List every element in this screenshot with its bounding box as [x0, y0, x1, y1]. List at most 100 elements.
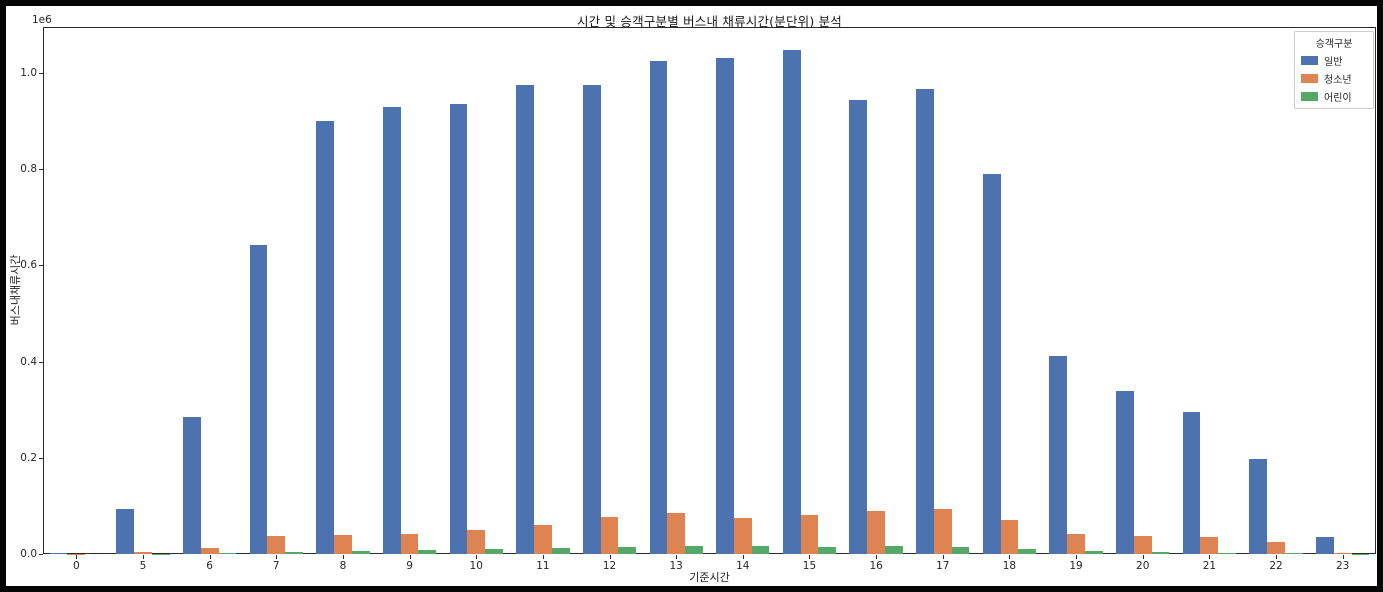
x-tick-mark [609, 555, 611, 559]
bar-청소년-16 [867, 511, 885, 554]
bar-청소년-10 [467, 529, 486, 554]
y-tick-label: 0.0 [20, 548, 37, 560]
bar-청소년-6 [200, 547, 219, 554]
x-tick-mark [1076, 555, 1078, 559]
bar-일반-7 [249, 244, 268, 554]
x-tick-mark [542, 555, 544, 559]
x-tick-label: 19 [1069, 560, 1083, 572]
bar-어린이-14 [751, 546, 770, 554]
bar-일반-17 [916, 88, 934, 554]
figure: 시간 및 승객구분별 버스내 채류시간(분단위) 분석 1e6 버스내채류시간 … [6, 6, 1377, 586]
bar-청소년-18 [1000, 520, 1019, 554]
legend-swatch-icon [1301, 56, 1318, 65]
x-tick-label: 17 [936, 560, 950, 572]
bar-청소년-17 [933, 508, 952, 554]
x-tick-mark [742, 555, 744, 559]
y-tick-label: 0.4 [20, 355, 37, 368]
bar-청소년-12 [600, 516, 619, 554]
bar-청소년-15 [800, 515, 819, 554]
bar-청소년-20 [1133, 536, 1152, 554]
y-tick-label: 0.8 [20, 163, 37, 176]
x-tick-mark [409, 555, 411, 559]
x-tick-label: 18 [1002, 560, 1017, 572]
x-tick-label: 5 [139, 560, 147, 572]
bar-청소년-8 [334, 535, 352, 554]
x-tick-label: 8 [339, 560, 347, 572]
bar-청소년-22 [1267, 541, 1285, 554]
x-tick-label: 0 [72, 560, 80, 572]
bar-일반-19 [1049, 355, 1068, 554]
legend-entry: 청소년 [1301, 71, 1367, 86]
x-tick-mark [1342, 555, 1344, 559]
bar-청소년-14 [733, 518, 752, 554]
bar-어린이-20 [1151, 552, 1170, 554]
bar-청소년-21 [1200, 537, 1219, 554]
x-tick-mark [476, 555, 478, 559]
x-tick-label: 15 [802, 560, 817, 572]
x-tick-mark [1142, 555, 1144, 559]
x-tick-mark [276, 555, 278, 559]
bar-어린이-12 [618, 547, 637, 554]
legend-label: 어린이 [1324, 93, 1352, 104]
x-tick-label: 16 [869, 560, 883, 572]
y-axis-offset-text: 1e6 [32, 14, 52, 26]
x-tick-label: 22 [1269, 560, 1283, 572]
bar-일반-9 [382, 106, 401, 554]
x-tick-label: 7 [272, 560, 280, 572]
bar-일반-6 [182, 417, 201, 554]
y-tick-mark [39, 361, 43, 363]
bar-일반-13 [649, 61, 668, 554]
legend-entry: 일반 [1301, 53, 1367, 68]
bar-청소년-7 [267, 536, 286, 554]
x-tick-label: 14 [736, 560, 750, 572]
x-tick-mark [942, 555, 944, 559]
x-tick-label: 21 [1202, 560, 1217, 572]
bar-일반-15 [782, 50, 801, 554]
bar-어린이-7 [285, 551, 303, 554]
y-tick-mark [39, 265, 43, 267]
chart-title: 시간 및 승객구분별 버스내 채류시간(분단위) 분석 [576, 14, 843, 29]
bar-어린이-16 [885, 546, 903, 554]
bar-일반-16 [849, 100, 868, 554]
y-tick-mark [39, 73, 43, 75]
bar-일반-21 [1182, 411, 1201, 554]
x-tick-label: 9 [406, 560, 413, 572]
plot-area [43, 27, 1376, 554]
y-tick-mark [39, 457, 43, 459]
legend-label: 청소년 [1324, 75, 1352, 86]
bar-어린이-9 [418, 550, 437, 554]
x-tick-mark [809, 555, 811, 559]
x-tick-label: 20 [1136, 560, 1150, 572]
bar-청소년-23 [1333, 552, 1352, 554]
bar-일반-5 [116, 509, 135, 554]
bar-어린이-8 [351, 550, 370, 554]
bar-청소년-9 [400, 533, 419, 554]
bar-어린이-21 [1218, 552, 1237, 554]
bar-일반-0 [49, 553, 68, 554]
bar-어린이-10 [485, 548, 503, 554]
bar-일반-22 [1249, 459, 1268, 554]
x-tick-mark [1209, 555, 1211, 559]
bar-일반-8 [316, 120, 335, 554]
bar-청소년-19 [1067, 534, 1085, 554]
x-tick-mark [342, 555, 344, 559]
x-tick-mark [676, 555, 678, 559]
bar-일반-11 [516, 85, 534, 554]
legend-swatch-icon [1301, 92, 1318, 101]
x-tick-label: 6 [206, 560, 213, 572]
bar-청소년-13 [667, 513, 686, 554]
legend-swatch-icon [1301, 74, 1318, 83]
y-tick-label: 0.2 [20, 451, 37, 464]
bar-어린이-11 [551, 548, 570, 554]
bar-일반-14 [716, 57, 734, 554]
y-tick-mark [39, 554, 43, 555]
bar-어린이-13 [685, 546, 703, 554]
x-tick-mark [1009, 555, 1011, 559]
x-tick-label: 12 [602, 560, 617, 572]
x-tick-label: 11 [536, 560, 550, 572]
x-tick-mark [1276, 555, 1278, 559]
x-tick-mark [876, 555, 878, 559]
legend-title: 승객구분 [1315, 39, 1353, 50]
